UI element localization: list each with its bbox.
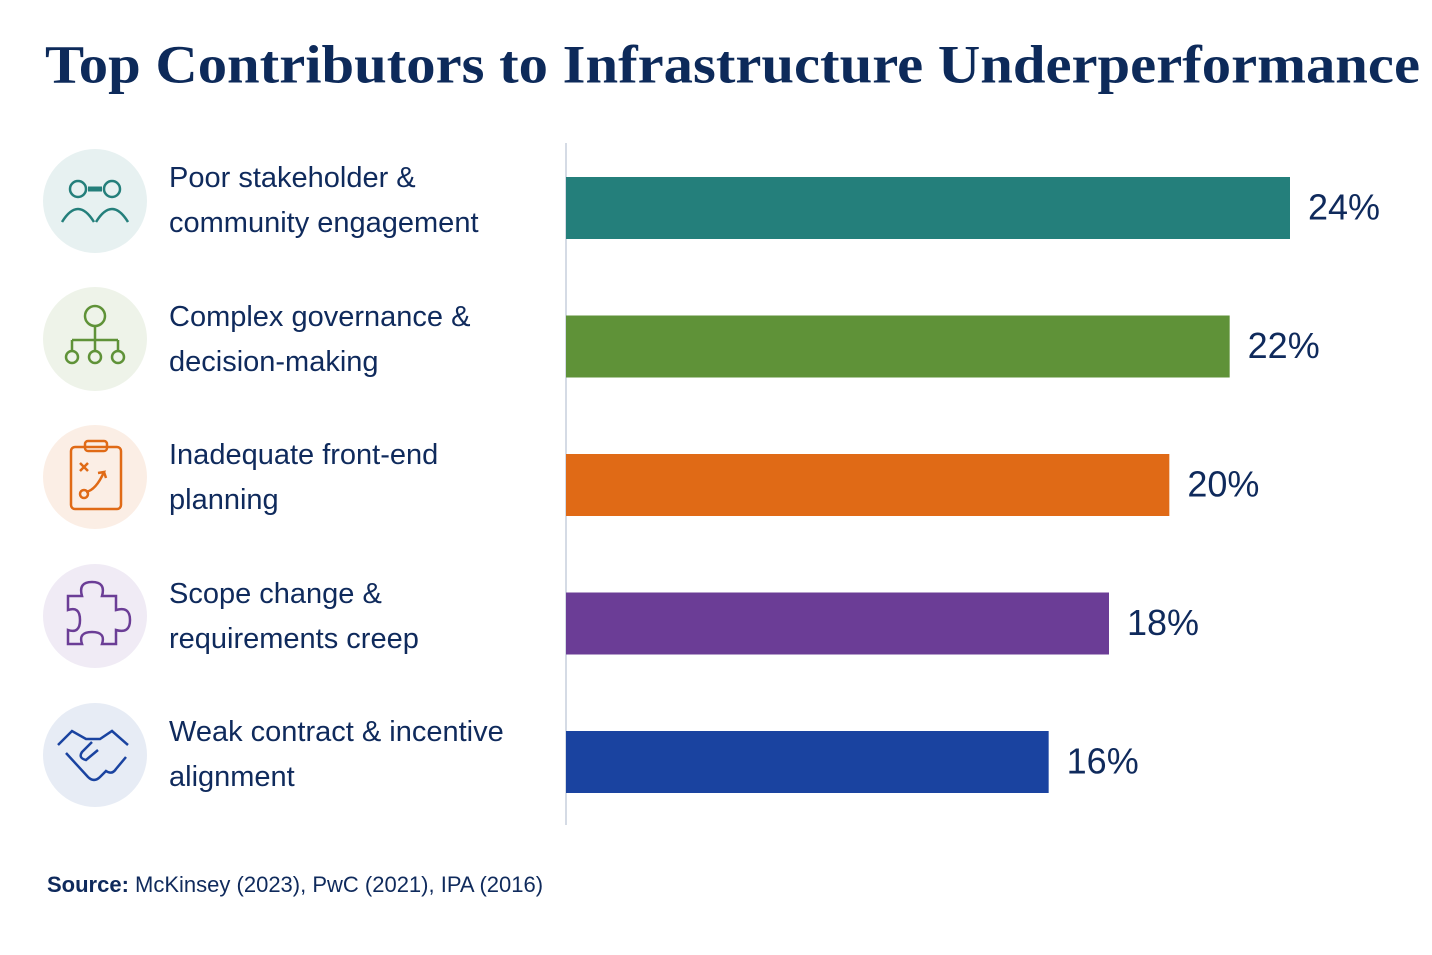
value-label: 20%: [1187, 464, 1259, 505]
icon-clipboard: [43, 425, 147, 529]
bar: [566, 454, 1170, 516]
category-label: Complex governance & decision-making: [169, 300, 471, 378]
chart-title: Top Contributors to Infrastructure Under…: [45, 34, 1420, 94]
value-label: 22%: [1248, 325, 1320, 366]
source-label: Source:: [47, 872, 129, 897]
bar: [566, 177, 1290, 239]
icon-people: [43, 149, 147, 253]
value-label: 16%: [1067, 741, 1139, 782]
category-label: Inadequate front-end planning: [169, 439, 439, 516]
category-label: Scope change & requirements creep: [169, 577, 419, 655]
category-label: Weak contract & incentive alignment: [169, 716, 504, 793]
bar: [566, 315, 1230, 378]
icon-hierarchy: [43, 287, 147, 391]
bar: [566, 592, 1109, 655]
source-text: McKinsey (2023), PwC (2021), IPA (2016): [135, 872, 544, 897]
value-label: 18%: [1127, 602, 1199, 643]
value-label: 24%: [1308, 187, 1380, 228]
category-label: Poor stakeholder & community engagement: [169, 162, 479, 239]
icon-handshake: [43, 703, 147, 807]
source: Source: McKinsey (2023), PwC (2021), IPA…: [47, 872, 543, 898]
bar: [566, 731, 1049, 793]
icon-puzzle: [43, 564, 147, 668]
